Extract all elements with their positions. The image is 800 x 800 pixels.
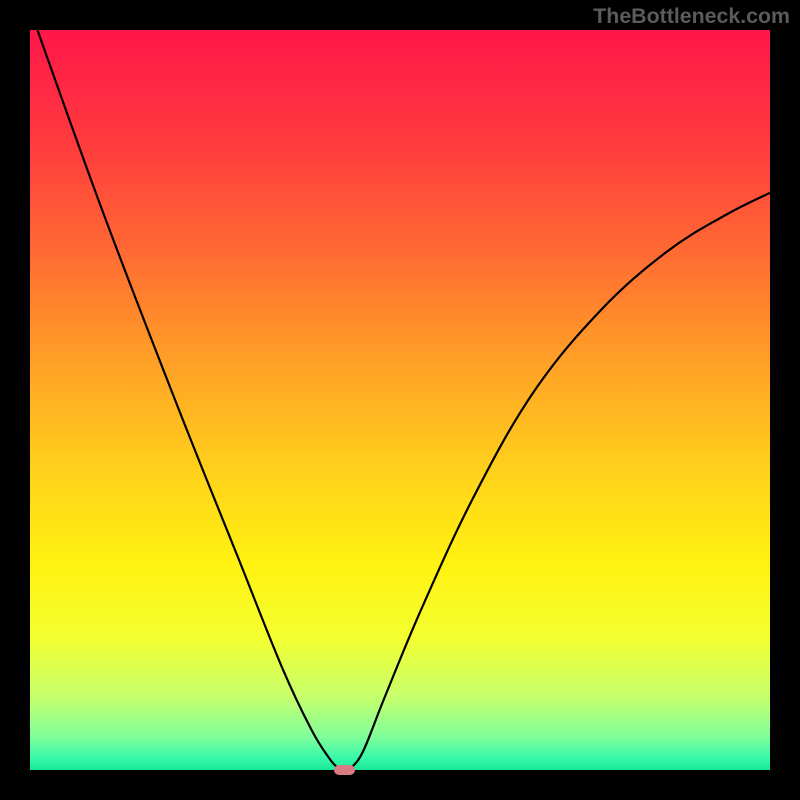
plot-area [30,30,770,770]
chart-frame: TheBottleneck.com [0,0,800,800]
curve-right-branch [350,193,770,769]
curve-left-branch [37,30,339,769]
watermark-text: TheBottleneck.com [593,4,790,29]
minimum-marker [334,765,355,775]
curve-layer [30,30,770,770]
